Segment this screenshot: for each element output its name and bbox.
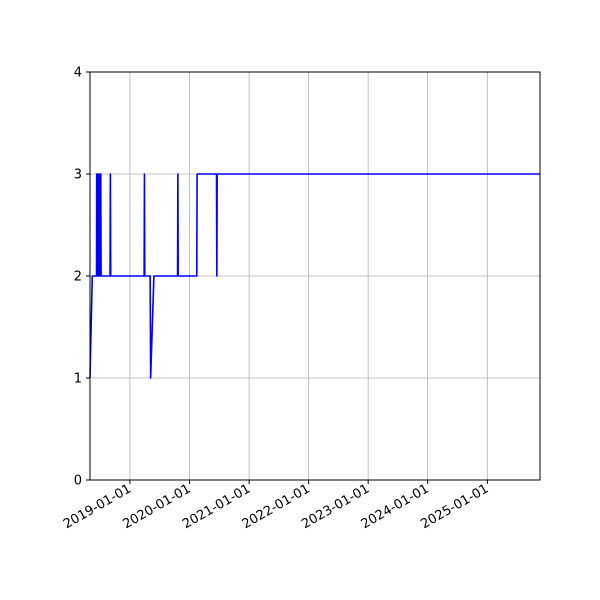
y-tick-label: 1 <box>74 372 82 387</box>
y-tick-label: 3 <box>74 168 82 183</box>
series-layer <box>89 173 540 379</box>
x-axis: 2019-01-012020-01-012021-01-012022-01-01… <box>61 480 491 532</box>
y-tick-label: 2 <box>74 270 82 285</box>
series-line <box>89 173 540 379</box>
y-axis: 0 1 2 3 4 <box>74 66 90 489</box>
y-tick-label: 4 <box>74 66 82 81</box>
y-tick-label: 0 <box>74 474 82 489</box>
x-tick-label: 2025-01-01 <box>418 481 491 532</box>
